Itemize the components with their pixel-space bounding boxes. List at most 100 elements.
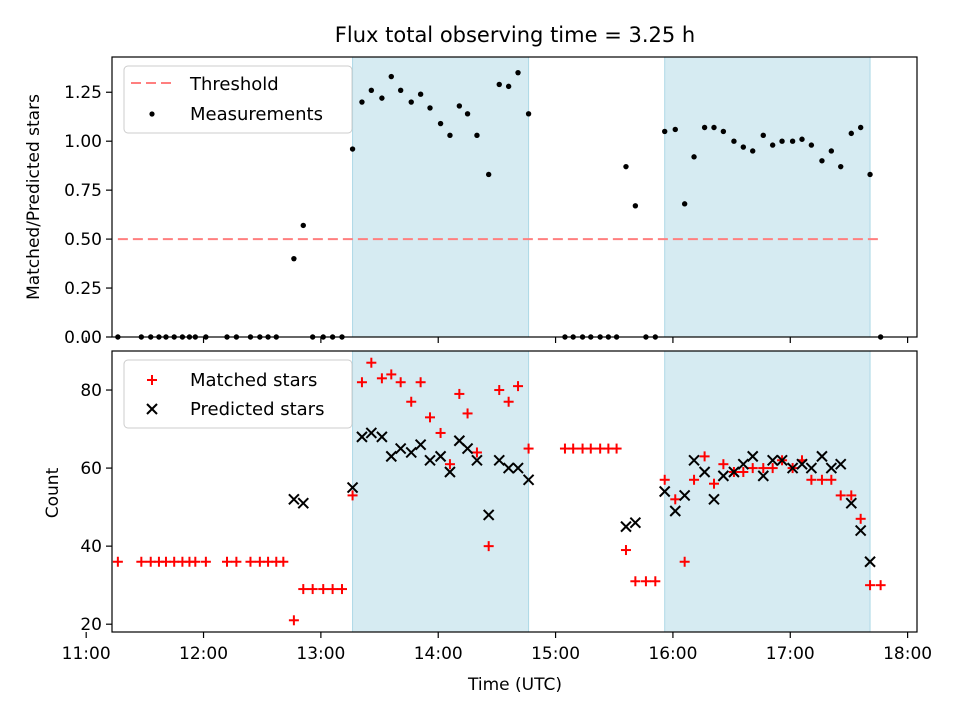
matched-point: [483, 541, 494, 552]
matched-point: [337, 584, 347, 595]
x-tick-label: 18:00: [883, 644, 932, 664]
legend-predicted-swatch: [146, 403, 158, 415]
top-axes: 0.00 0.25 0.50 0.75 1.00 1.25: [64, 56, 918, 348]
matched-point: [327, 584, 338, 595]
predicted-point: [757, 470, 769, 482]
matched-point: [513, 381, 524, 392]
predicted-point: [728, 466, 740, 478]
measurement-point: [368, 87, 375, 93]
matched-point: [425, 412, 436, 423]
measurement-point: [456, 103, 463, 109]
measurement-point: [838, 163, 844, 170]
matched-point: [875, 580, 886, 591]
predicted-point: [356, 431, 368, 443]
predicted-point: [835, 458, 847, 470]
matched-point: [523, 443, 534, 454]
measurement-point: [808, 142, 815, 148]
predicted-point: [620, 520, 632, 533]
matched-point: [585, 443, 596, 454]
measurement-point: [701, 124, 708, 131]
y-tick-label: 0.75: [64, 181, 102, 201]
predicted-point: [434, 450, 447, 463]
measurement-point: [760, 132, 766, 139]
measurement-point: [496, 81, 502, 88]
measurement-point: [447, 132, 453, 139]
top-y-axis-label: Matched/Predicted stars: [24, 94, 44, 300]
measurement-point: [300, 222, 306, 229]
predicted-point: [522, 474, 535, 486]
matched-point: [356, 377, 367, 388]
predicted-point: [444, 466, 456, 478]
y-tick-label: 1.25: [64, 83, 102, 103]
matched-point: [112, 556, 123, 567]
matched-point: [288, 615, 299, 626]
count-series: [112, 357, 886, 626]
matched-point: [298, 584, 309, 595]
matched-point: [503, 396, 514, 407]
matched-point: [650, 576, 661, 587]
matched-point: [835, 490, 846, 501]
legend-matched-swatch: [147, 375, 157, 385]
predicted-point: [678, 489, 691, 502]
measurement-point: [623, 163, 629, 170]
predicted-point: [512, 462, 524, 474]
legend-matched-label: Matched stars: [190, 370, 317, 391]
predicted-point: [854, 524, 867, 537]
matched-point: [376, 373, 387, 384]
predicted-point: [502, 462, 515, 474]
measurement-point: [349, 146, 356, 152]
measurement-point: [485, 171, 492, 178]
y-tick-label: 0.50: [64, 230, 102, 250]
matched-point: [386, 369, 397, 380]
predicted-point: [658, 485, 671, 498]
measurement-point: [291, 255, 297, 262]
measurement-point: [769, 142, 776, 148]
matched-point: [659, 474, 670, 485]
y-tick-label: 20: [80, 615, 102, 635]
predicted-point: [376, 431, 388, 443]
matched-point: [347, 490, 358, 501]
x-tick-label: 11:00: [62, 644, 111, 664]
predicted-point: [845, 497, 857, 509]
matched-point: [190, 556, 201, 567]
measurement-point: [740, 144, 747, 150]
measurement-point: [750, 148, 756, 154]
matched-point: [406, 396, 417, 407]
matched-point: [222, 556, 232, 567]
bottom-y-axis-label: Count: [43, 467, 63, 518]
predicted-point: [385, 450, 397, 463]
legend-measurements-label: Measurements: [190, 104, 323, 125]
predicted-point: [825, 462, 838, 474]
matched-point: [708, 478, 719, 489]
measurement-point: [799, 136, 805, 142]
predicted-point: [698, 466, 711, 478]
matched-point: [444, 459, 455, 470]
x-tick-label: 14:00: [414, 644, 463, 664]
chart-title: Flux total observing time = 3.25 h: [335, 23, 695, 47]
measurement-point: [779, 138, 785, 144]
matched-point: [278, 556, 289, 567]
measurement-point: [397, 87, 404, 93]
predicted-point: [747, 450, 759, 463]
legend-measurements-swatch: [149, 111, 155, 117]
shaded-interval: [664, 56, 871, 338]
matched-point: [395, 377, 406, 388]
measurement-point: [379, 95, 385, 101]
matched-point: [307, 584, 318, 595]
axes-frame: [111, 56, 918, 338]
matched-point: [435, 427, 446, 438]
predicted-point: [424, 454, 436, 466]
matched-point: [415, 377, 426, 388]
predicted-point: [737, 458, 750, 470]
predicted-point: [461, 442, 474, 455]
matched-point: [568, 443, 579, 454]
matched-point: [640, 576, 651, 587]
predicted-point: [816, 450, 828, 463]
y-tick-label: 40: [80, 537, 102, 557]
measurement-point: [474, 132, 480, 139]
shaded-interval: [664, 350, 871, 633]
measurement-point: [427, 105, 433, 111]
predicted-point: [471, 454, 483, 466]
matched-point: [494, 385, 505, 396]
x-tick-label: 15:00: [531, 644, 580, 664]
